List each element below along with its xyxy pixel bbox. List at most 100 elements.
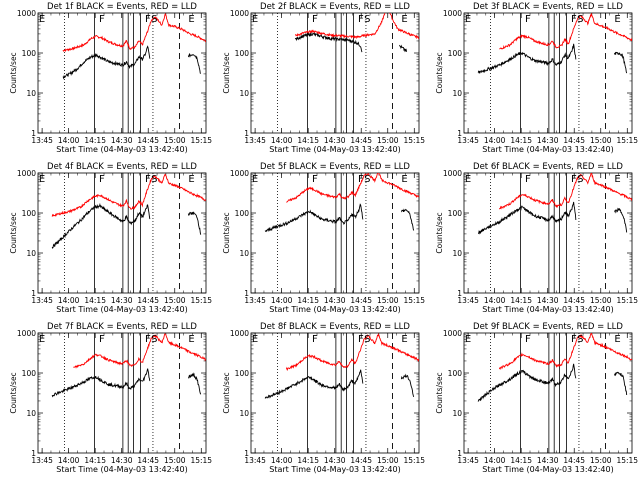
events-trace bbox=[264, 369, 415, 399]
lld-trace bbox=[498, 173, 632, 210]
y-tick-label: 1000 bbox=[443, 329, 462, 338]
y-tick-label: 1000 bbox=[17, 169, 36, 178]
panel-title: Det 5f BLACK = Events, RED = LLD bbox=[260, 162, 410, 172]
x-tick-label: 14:00 bbox=[58, 136, 80, 145]
x-tick-label: 15:15 bbox=[616, 136, 638, 145]
x-tick-label: 14:30 bbox=[324, 296, 346, 305]
plot-area bbox=[477, 333, 632, 453]
interval-letter: E bbox=[252, 14, 258, 25]
y-tick-label: 10 bbox=[452, 409, 462, 418]
x-axis-label: Start Time (04-May-03 13:42:40) bbox=[269, 305, 400, 314]
x-tick-label: 13:45 bbox=[457, 456, 479, 465]
x-tick-label: 14:45 bbox=[563, 136, 585, 145]
y-tick-label: 1 bbox=[457, 289, 462, 298]
x-tick-label: 14:45 bbox=[137, 296, 159, 305]
interval-letter: F bbox=[99, 14, 105, 25]
interval-letter: E bbox=[188, 174, 194, 185]
panel-4: Det 4f BLACK = Events, RED = LLD 1 10 100 10… bbox=[9, 162, 212, 314]
x-tick-label: 14:45 bbox=[563, 296, 585, 305]
interval-letter: F bbox=[525, 14, 531, 25]
x-tick-label: 14:15 bbox=[297, 456, 319, 465]
x-tick-label: 14:30 bbox=[111, 136, 133, 145]
y-axis-label: Counts/sec bbox=[9, 212, 18, 253]
x-tick-label: 13:45 bbox=[244, 296, 266, 305]
interval-letter: E bbox=[401, 14, 407, 25]
plot-area bbox=[477, 13, 632, 133]
panel-8: Det 8f BLACK = Events, RED = LLD 1 10 100 10… bbox=[222, 322, 425, 474]
panel-title: Det 6f BLACK = Events, RED = LLD bbox=[473, 162, 623, 172]
interval-letter: F bbox=[145, 174, 151, 185]
x-tick-label: 15:00 bbox=[377, 456, 399, 465]
x-tick-label: 14:30 bbox=[537, 296, 559, 305]
interval-letter: S bbox=[577, 174, 583, 185]
interval-letter: E bbox=[252, 334, 258, 345]
x-tick-label: 15:15 bbox=[190, 136, 212, 145]
lld-trace bbox=[286, 173, 419, 203]
events-trace bbox=[51, 368, 202, 398]
lld-trace bbox=[62, 13, 206, 53]
y-tick-label: 100 bbox=[448, 49, 463, 58]
plot-frame bbox=[37, 172, 207, 294]
interval-letter: F bbox=[145, 14, 151, 25]
x-tick-label: 15:00 bbox=[164, 136, 186, 145]
panel-title: Det 7f BLACK = Events, RED = LLD bbox=[47, 322, 197, 332]
x-tick-label: 14:45 bbox=[563, 456, 585, 465]
x-tick-label: 14:30 bbox=[324, 136, 346, 145]
panel-title: Det 4f BLACK = Events, RED = LLD bbox=[47, 162, 197, 172]
y-tick-label: 10 bbox=[452, 89, 462, 98]
x-tick-label: 14:00 bbox=[271, 136, 293, 145]
interval-letter: F bbox=[99, 174, 105, 185]
x-tick-label: 15:15 bbox=[403, 456, 425, 465]
y-tick-label: 10 bbox=[239, 89, 249, 98]
panel-title: Det 3f BLACK = Events, RED = LLD bbox=[473, 2, 623, 12]
plot-area bbox=[264, 333, 419, 453]
x-tick-label: 14:00 bbox=[271, 456, 293, 465]
lld-trace bbox=[73, 333, 206, 369]
panel-6: Det 6f BLACK = Events, RED = LLD 1 10 100 10… bbox=[435, 162, 638, 314]
plot-frame bbox=[250, 172, 420, 294]
x-tick-label: 13:45 bbox=[31, 456, 53, 465]
interval-letter: F bbox=[358, 174, 364, 185]
interval-letter: E bbox=[188, 334, 194, 345]
y-tick-label: 10 bbox=[452, 249, 462, 258]
interval-letter: F bbox=[312, 174, 318, 185]
y-tick-label: 1000 bbox=[230, 9, 249, 18]
y-tick-label: 1 bbox=[244, 129, 249, 138]
y-axis-label: Counts/sec bbox=[222, 52, 231, 93]
x-tick-label: 15:15 bbox=[403, 136, 425, 145]
plot-frame bbox=[463, 172, 633, 294]
x-tick-label: 14:15 bbox=[510, 136, 532, 145]
x-tick-label: 14:30 bbox=[537, 456, 559, 465]
panel-title: Det 1f BLACK = Events, RED = LLD bbox=[47, 2, 197, 12]
x-tick-label: 14:00 bbox=[484, 456, 506, 465]
x-tick-label: 15:15 bbox=[190, 456, 212, 465]
x-tick-label: 13:45 bbox=[31, 296, 53, 305]
y-tick-label: 10 bbox=[26, 409, 36, 418]
x-tick-label: 15:00 bbox=[164, 456, 186, 465]
y-tick-label: 10 bbox=[26, 249, 36, 258]
x-tick-label: 14:00 bbox=[484, 296, 506, 305]
panel-title: Det 2f BLACK = Events, RED = LLD bbox=[260, 2, 410, 12]
interval-letter: E bbox=[39, 174, 45, 185]
y-tick-label: 100 bbox=[448, 369, 463, 378]
x-tick-label: 13:45 bbox=[31, 136, 53, 145]
x-tick-label: 15:00 bbox=[590, 456, 612, 465]
x-tick-label: 14:45 bbox=[350, 136, 372, 145]
lld-trace bbox=[51, 173, 206, 217]
y-axis-label: Counts/sec bbox=[9, 52, 18, 93]
x-tick-label: 14:15 bbox=[84, 136, 106, 145]
x-tick-label: 14:30 bbox=[111, 296, 133, 305]
y-tick-label: 1 bbox=[244, 289, 249, 298]
x-tick-label: 14:45 bbox=[350, 296, 372, 305]
interval-letter: S bbox=[364, 334, 370, 345]
x-tick-label: 14:15 bbox=[297, 296, 319, 305]
events-trace bbox=[477, 201, 628, 235]
lld-trace bbox=[285, 333, 419, 372]
y-tick-label: 1000 bbox=[230, 169, 249, 178]
x-tick-label: 14:15 bbox=[510, 456, 532, 465]
interval-letter: F bbox=[312, 334, 318, 345]
y-tick-label: 1 bbox=[31, 289, 36, 298]
y-tick-label: 100 bbox=[22, 369, 37, 378]
y-axis-label: Counts/sec bbox=[435, 212, 444, 253]
y-tick-label: 100 bbox=[448, 209, 463, 218]
